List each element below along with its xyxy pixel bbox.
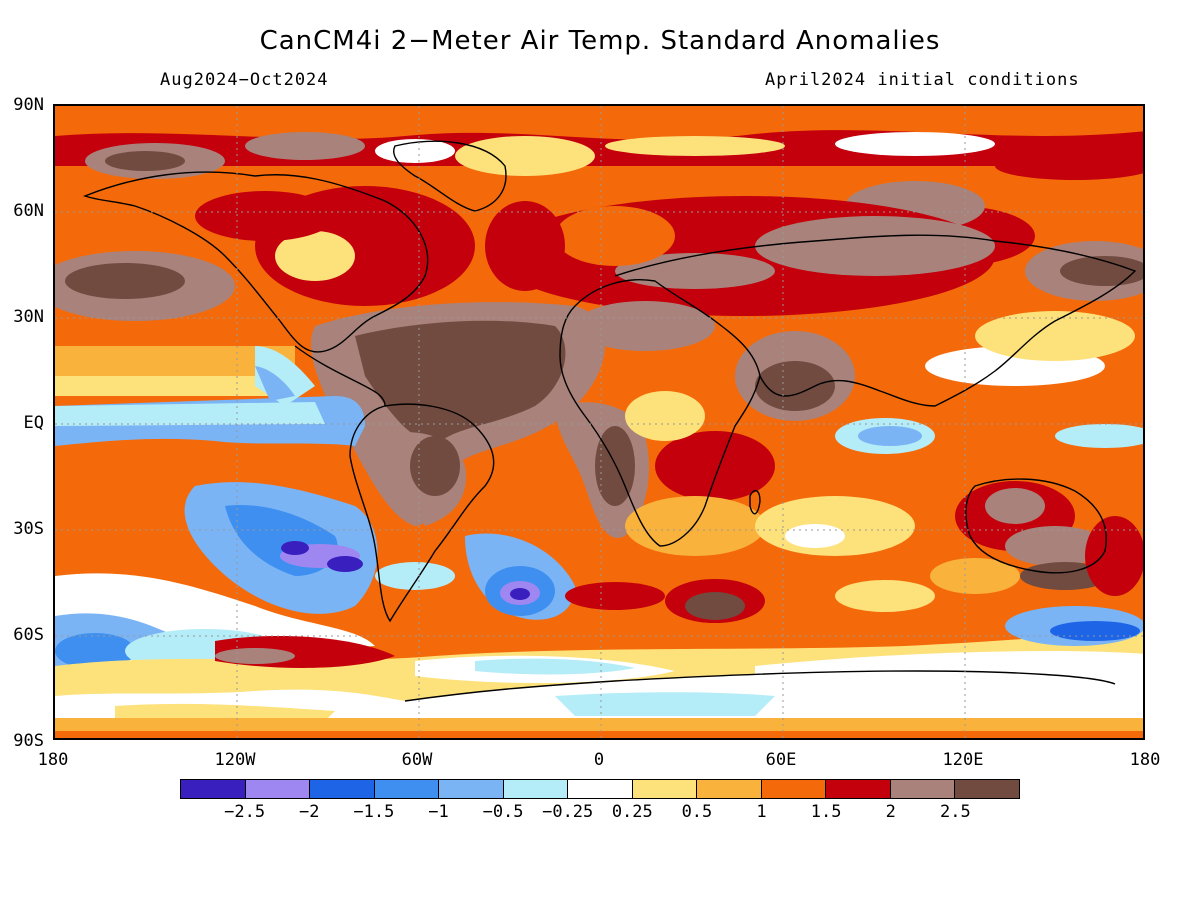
legend-label: −1 [428, 802, 449, 822]
lat-label-90s: 90S [13, 731, 44, 751]
legend-label: 1.5 [810, 802, 842, 822]
legend-swatch [374, 780, 440, 798]
lat-label-60n: 60N [13, 201, 44, 221]
legend-swatch [955, 780, 1019, 798]
legend-label: 0.5 [681, 802, 713, 822]
color-legend [180, 779, 1020, 799]
legend-label: −2 [298, 802, 320, 822]
lon-label-120w: 120W [214, 750, 256, 770]
legend-swatch [181, 780, 246, 798]
anomaly-map [53, 104, 1145, 740]
lat-label-eq: EQ [23, 413, 44, 433]
lon-label-60e: 60E [765, 750, 797, 770]
legend-swatch [568, 780, 633, 798]
lat-label-60s: 60S [13, 625, 44, 645]
legend-swatch [310, 780, 375, 798]
legend-label: 0.25 [611, 802, 653, 822]
legend-swatch [632, 780, 698, 798]
legend-swatch [697, 780, 762, 798]
legend-label: −0.5 [482, 802, 524, 822]
legend-label: 1 [756, 802, 767, 822]
anomaly-field [55, 106, 1143, 738]
legend-swatch [245, 780, 311, 798]
legend-label: 2 [885, 802, 896, 822]
lon-label-0: 0 [593, 750, 605, 770]
lat-label-30n: 30N [13, 307, 44, 327]
lon-label-180w: 180 [37, 750, 69, 770]
legend-label: −1.5 [353, 802, 395, 822]
lon-label-120e: 120E [942, 750, 984, 770]
legend-swatch [890, 780, 956, 798]
legend-swatch [761, 780, 827, 798]
lat-label-30s: 30S [13, 519, 44, 539]
lon-label-180e: 180 [1129, 750, 1161, 770]
legend-label: −2.5 [224, 802, 266, 822]
legend-swatch [826, 780, 891, 798]
legend-label: 2.5 [940, 802, 971, 822]
forecast-period: Aug2024−Oct2024 [160, 70, 329, 90]
lon-label-60w: 60W [401, 750, 433, 770]
map-title: CanCM4i 2−Meter Air Temp. Standard Anoma… [259, 26, 941, 56]
legend-swatch [503, 780, 569, 798]
lat-label-90n: 90N [13, 95, 44, 115]
initial-conditions-label: April2024 initial conditions [765, 70, 1080, 90]
legend-swatch [439, 780, 504, 798]
legend-label: −0.25 [542, 802, 594, 822]
